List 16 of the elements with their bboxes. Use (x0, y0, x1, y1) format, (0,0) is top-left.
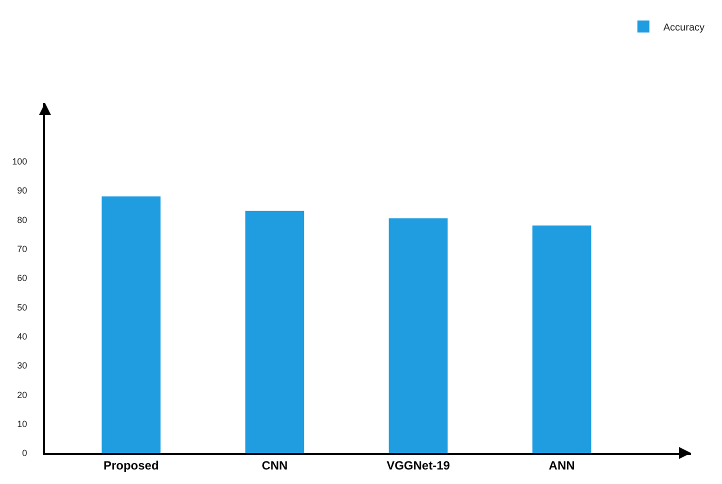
y-tick-label: 0 (22, 448, 28, 458)
x-tick-label: CNN (262, 458, 288, 472)
y-tick-label: 10 (17, 418, 28, 429)
y-tick-label: 30 (17, 360, 28, 371)
x-tick-label: ANN (548, 458, 575, 472)
y-tick-label: 100 (12, 156, 28, 166)
y-tick-label: 50 (17, 302, 28, 312)
y-tick-label: 20 (17, 390, 28, 400)
x-tick-label: Proposed (103, 458, 159, 472)
y-tick-label: 40 (17, 331, 28, 342)
y-tick-label: 70 (17, 244, 28, 254)
y-tick-label: 90 (17, 186, 28, 196)
y-tick-label: 80 (17, 214, 28, 225)
legend-label: Accuracy (663, 22, 705, 34)
x-tick-label: VGGNet-19 (386, 458, 450, 472)
y-tick-label: 60 (17, 273, 28, 284)
